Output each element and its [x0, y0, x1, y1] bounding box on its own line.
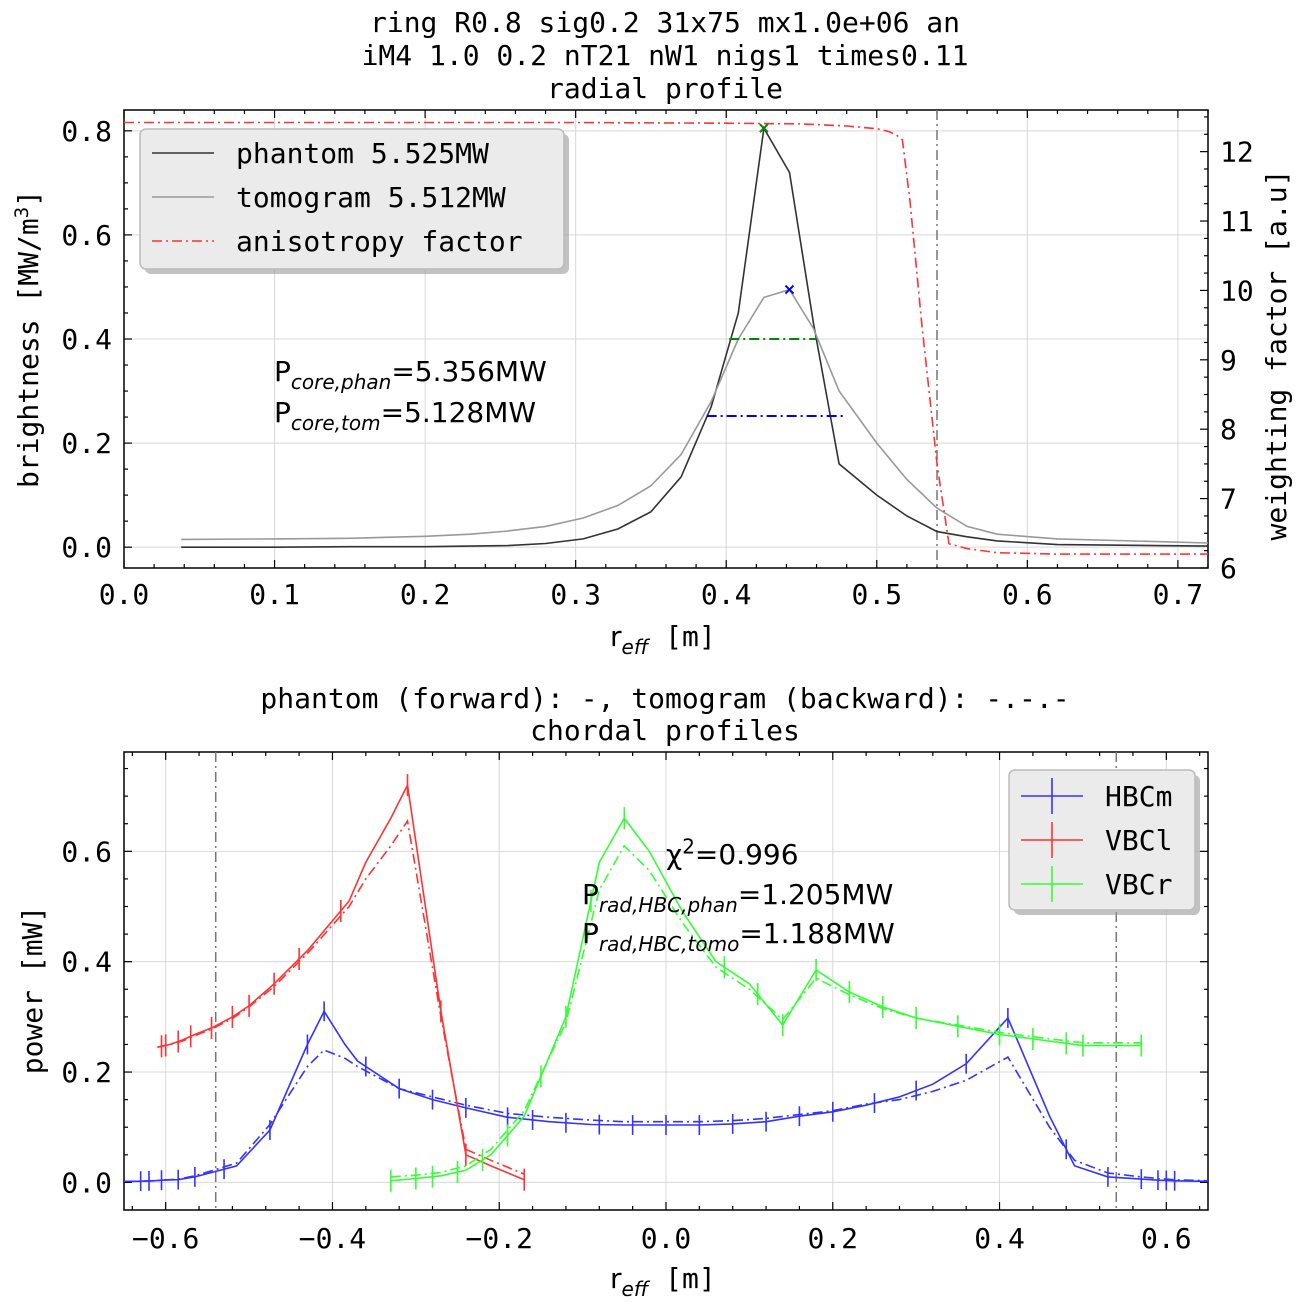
y-tick-label: 0.2 — [61, 427, 112, 460]
x-tick-label: 0.2 — [807, 1222, 858, 1255]
y2-tick-label: 7 — [1220, 483, 1237, 516]
chi-square-label: χ2=0.996 — [666, 834, 799, 871]
legend-label: HBCm — [1105, 780, 1172, 813]
hbcm-phantom-line — [124, 1009, 1208, 1183]
bottom-title-line2: chordal profiles — [530, 714, 800, 747]
y2-tick-label: 9 — [1220, 344, 1237, 377]
x-tick-label: 0.4 — [974, 1222, 1025, 1255]
hbcm-tomogram-line — [124, 1049, 1208, 1183]
x-tick-label: 0.5 — [851, 578, 902, 611]
radial-profile-plot: 0.0 0.1 0.2 0.3 0.4 0.5 0.6 0.7 0.0 0.2 0.4 0.6 0.8 6… — [11, 109, 1293, 659]
p-core-phan-label: Pcore,phan=5.356MW — [274, 355, 547, 394]
top-title-line3: radial profile — [547, 72, 783, 105]
p-rad-phan-label: Prad,HBC,phan=1.205MW — [582, 878, 893, 917]
vbcl-phantom-line — [157, 782, 525, 1181]
y-tick-label: 0.4 — [61, 323, 112, 356]
y-tick-label: 0.6 — [61, 835, 112, 868]
legend-label: VBCr — [1105, 868, 1172, 901]
x-tick-label: −0.2 — [466, 1222, 533, 1255]
x-tick-label: 0.1 — [249, 578, 300, 611]
y-tick-label: 0.2 — [61, 1056, 112, 1089]
x-tick-label: 0.4 — [701, 578, 752, 611]
y-tick-label: 0.0 — [61, 531, 112, 564]
x-tick-label: −0.4 — [299, 1222, 366, 1255]
top-title-line1: ring R0.8 sig0.2 31x75 mx1.0e+06 an — [370, 6, 960, 39]
legend-box — [1008, 769, 1196, 911]
plot-area — [124, 752, 1208, 1210]
x-tick-label: −0.6 — [132, 1222, 199, 1255]
y-tick-label: 0.4 — [61, 946, 112, 979]
y2-tick-label: 6 — [1220, 552, 1237, 585]
top-title-line2: iM4 1.0 0.2 nT21 nW1 nigs1 times0.11 — [362, 39, 969, 72]
x-tick-label: 0.2 — [400, 578, 451, 611]
p-rad-tomo-label: Prad,HBC,tomo=1.188MW — [582, 917, 895, 956]
y2-tick-label: 11 — [1220, 205, 1254, 238]
legend-label: VBCl — [1105, 824, 1172, 857]
vbcr-tomogram-line — [390, 844, 1142, 1178]
plot-area — [124, 110, 1208, 568]
legend: phantom 5.525MW tomogram 5.512MW anisotrop… — [139, 128, 569, 274]
y2-tick-label: 8 — [1220, 413, 1237, 446]
vbcl-tomogram-line — [157, 818, 525, 1175]
bottom-title-line1: phantom (forward): -, tomogram (backward… — [260, 682, 1069, 715]
x-axis-label: reff [m] — [610, 620, 716, 659]
legend-label: tomogram 5.512MW — [236, 181, 506, 214]
chordal-profile-plot: −0.6 −0.4 −0.2 0.0 0.2 0.4 0.6 0.0 0.2 0.4 0.6 reff… — [16, 751, 1209, 1301]
y2-tick-label: 10 — [1220, 274, 1254, 307]
y2-tick-label: 12 — [1220, 136, 1254, 169]
x-tick-label: 0.0 — [641, 1222, 692, 1255]
x-tick-label: 0.0 — [99, 578, 150, 611]
x-tick-label: 0.6 — [1141, 1222, 1192, 1255]
y-axis-label: power [mW] — [16, 906, 49, 1075]
legend-label: anisotropy factor — [236, 225, 523, 258]
phantom-line — [181, 125, 1208, 549]
legend-box — [139, 128, 565, 270]
y2-axis-label: weighting factor [a.u] — [1260, 170, 1293, 541]
x-tick-label: 0.7 — [1153, 578, 1204, 611]
x-tick-label: 0.3 — [550, 578, 601, 611]
phantom-peak-marker — [759, 123, 769, 133]
legend: HBCm VBCl VBCr — [1008, 769, 1200, 915]
anisotropy-line — [124, 121, 1208, 555]
y-tick-label: 0.0 — [61, 1166, 112, 1199]
legend-label: phantom 5.525MW — [236, 137, 489, 170]
tomogram-line — [181, 288, 1208, 544]
y-axis-label: brightness [MW/m3] — [11, 190, 45, 488]
p-core-tom-label: Pcore,tom=5.128MW — [274, 396, 536, 435]
y-tick-label: 0.8 — [61, 115, 112, 148]
x-axis-label: reff [m] — [610, 1262, 716, 1301]
y-tick-label: 0.6 — [61, 219, 112, 252]
tomogram-peak-marker — [784, 284, 795, 295]
x-tick-label: 0.6 — [1002, 578, 1053, 611]
